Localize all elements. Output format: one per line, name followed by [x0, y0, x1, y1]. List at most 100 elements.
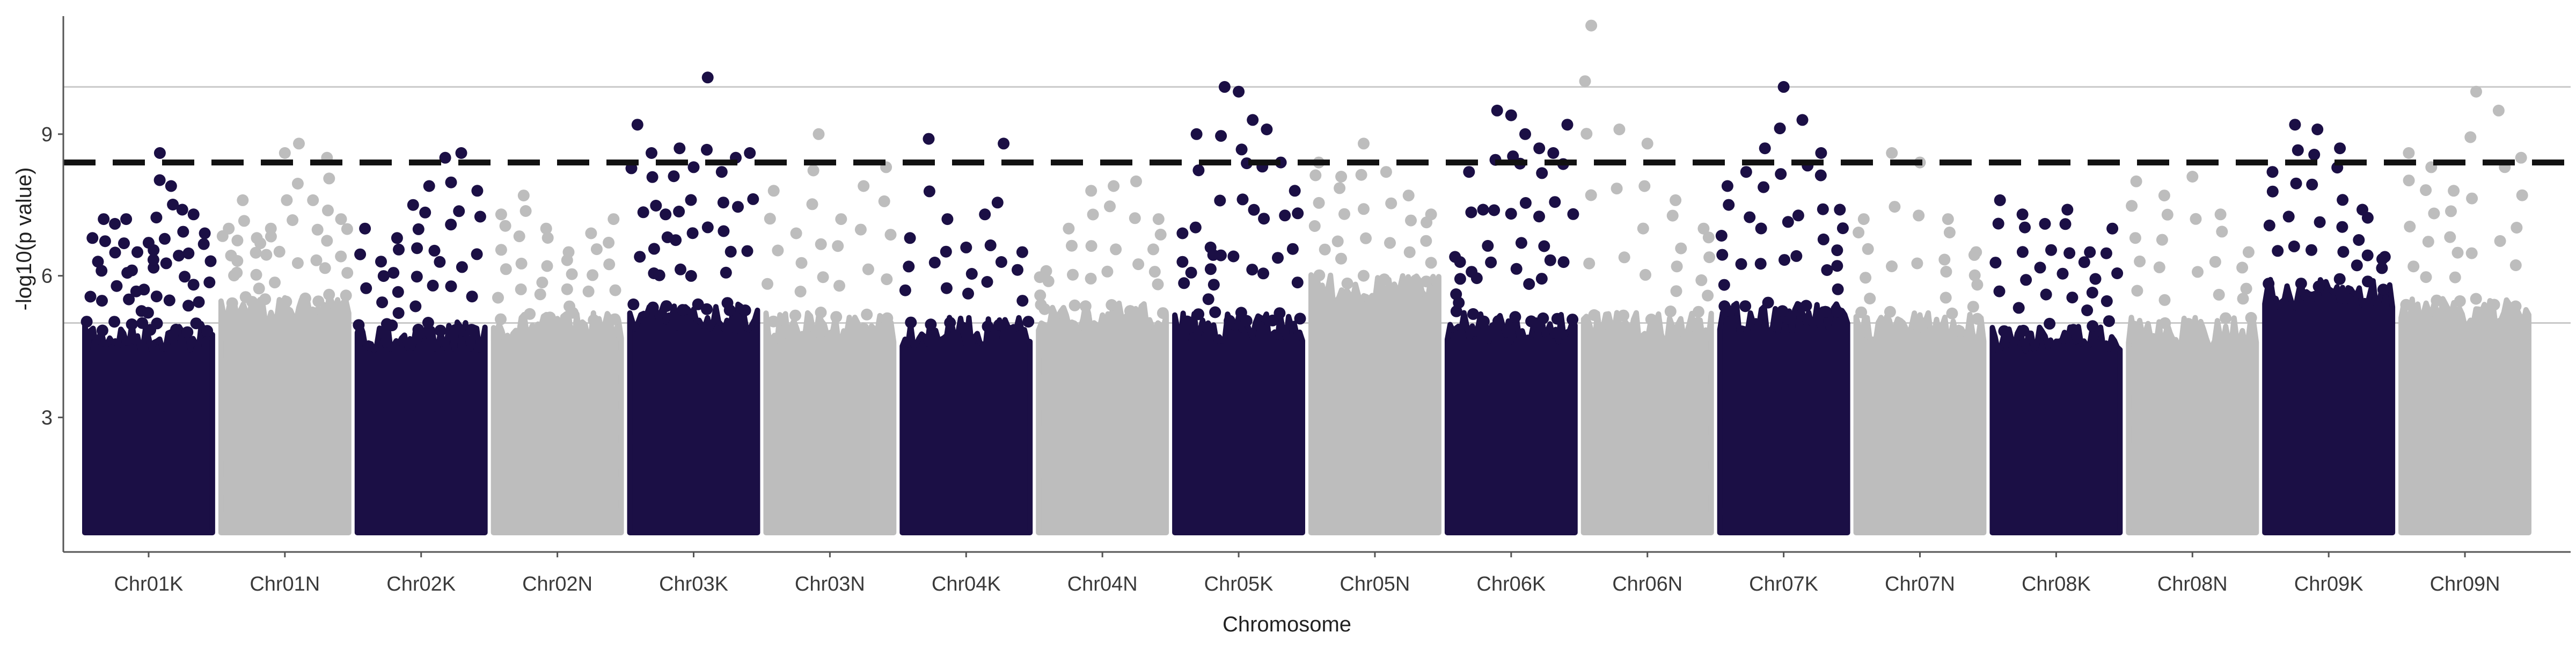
data-point: [2353, 234, 2365, 246]
x-tick-label: Chr07N: [1885, 573, 1955, 595]
data-point: [2100, 247, 2112, 259]
data-point: [603, 258, 616, 271]
data-point: [1148, 266, 1161, 278]
data-point: [2314, 216, 2326, 228]
data-point: [250, 268, 262, 281]
data-point: [724, 245, 737, 258]
data-point: [280, 295, 292, 308]
data-point: [717, 197, 729, 209]
data-point: [524, 308, 536, 320]
data-point: [2126, 200, 2138, 212]
peak-point: [941, 213, 954, 226]
data-point: [231, 255, 244, 267]
data-point: [291, 257, 304, 269]
data-point: [1470, 272, 1483, 285]
peak-point: [279, 147, 291, 159]
data-point: [392, 307, 405, 319]
data-point: [1384, 237, 1396, 249]
data-point: [1754, 258, 1767, 270]
peak-point: [813, 128, 825, 140]
data-point: [419, 206, 431, 219]
data-point: [2057, 267, 2069, 280]
data-point: [2190, 213, 2202, 225]
band-Chr01N: [218, 292, 352, 535]
data-point: [492, 292, 504, 304]
data-point: [1291, 277, 1304, 289]
data-point: [1889, 201, 1901, 213]
data-point: [817, 271, 829, 283]
band-Chr02N: [491, 310, 624, 535]
data-point: [962, 287, 974, 300]
data-point: [1208, 279, 1220, 291]
x-tick-label: Chr04K: [932, 573, 1001, 595]
data-point: [203, 276, 216, 288]
data-point: [772, 244, 784, 257]
peak-point: [517, 190, 530, 202]
data-point: [634, 251, 646, 263]
peak-point: [455, 147, 467, 159]
data-point: [1943, 227, 1956, 238]
data-point: [884, 229, 897, 241]
data-point: [2012, 302, 2025, 314]
peak-point: [265, 222, 277, 235]
data-point: [182, 247, 195, 259]
data-point: [1831, 260, 1843, 272]
peak-point: [391, 232, 403, 244]
data-point: [495, 244, 507, 256]
data-point: [1538, 240, 1550, 252]
data-point: [2158, 294, 2171, 306]
peak-point: [701, 71, 714, 84]
data-point: [80, 316, 93, 328]
peak-point: [293, 137, 305, 150]
peak-point: [1834, 203, 1846, 216]
data-point: [2288, 240, 2300, 252]
data-point: [126, 264, 138, 277]
data-point: [109, 246, 121, 259]
data-point: [637, 206, 649, 219]
data-point: [170, 323, 182, 336]
data-point: [1779, 254, 1790, 266]
peak-point: [2242, 246, 2255, 258]
x-axis-title: Chromosome: [1223, 613, 1351, 636]
data-point: [1792, 209, 1804, 222]
x-tick-label: Chr03K: [659, 573, 728, 595]
data-point: [1776, 305, 1789, 317]
peak-point: [109, 217, 121, 230]
peak-point: [2289, 119, 2301, 131]
data-point: [311, 223, 324, 236]
data-point: [96, 265, 108, 277]
data-point: [259, 293, 272, 306]
peak-point: [2266, 166, 2279, 178]
peak-point: [1613, 123, 1626, 135]
peak-point: [1063, 222, 1075, 235]
data-point: [1537, 312, 1549, 324]
data-point: [1800, 300, 1812, 312]
x-tick-label: Chr05K: [1204, 573, 1274, 595]
data-point: [2403, 175, 2415, 187]
data-point: [1718, 279, 1730, 291]
data-point: [1067, 268, 1079, 281]
data-point: [428, 244, 441, 257]
data-point: [747, 193, 759, 205]
data-point: [2128, 321, 2140, 333]
data-point: [981, 276, 993, 288]
data-point: [2240, 282, 2252, 295]
peak-point: [1016, 246, 1028, 258]
data-point: [1913, 209, 1925, 222]
data-point: [1831, 244, 1843, 257]
data-point: [1666, 209, 1679, 222]
data-point: [1762, 296, 1774, 309]
data-point: [519, 205, 532, 217]
data-point: [1692, 306, 1704, 318]
peak-point: [335, 213, 347, 226]
data-point: [609, 313, 621, 325]
data-point: [1215, 130, 1227, 142]
data-point: [321, 235, 333, 247]
peak-point: [2492, 104, 2505, 117]
data-point: [341, 223, 353, 235]
data-point: [1319, 243, 1331, 256]
peak-point: [1204, 241, 1217, 253]
data-point: [995, 256, 1007, 268]
data-point: [2153, 261, 2165, 273]
data-point: [2045, 244, 2057, 256]
